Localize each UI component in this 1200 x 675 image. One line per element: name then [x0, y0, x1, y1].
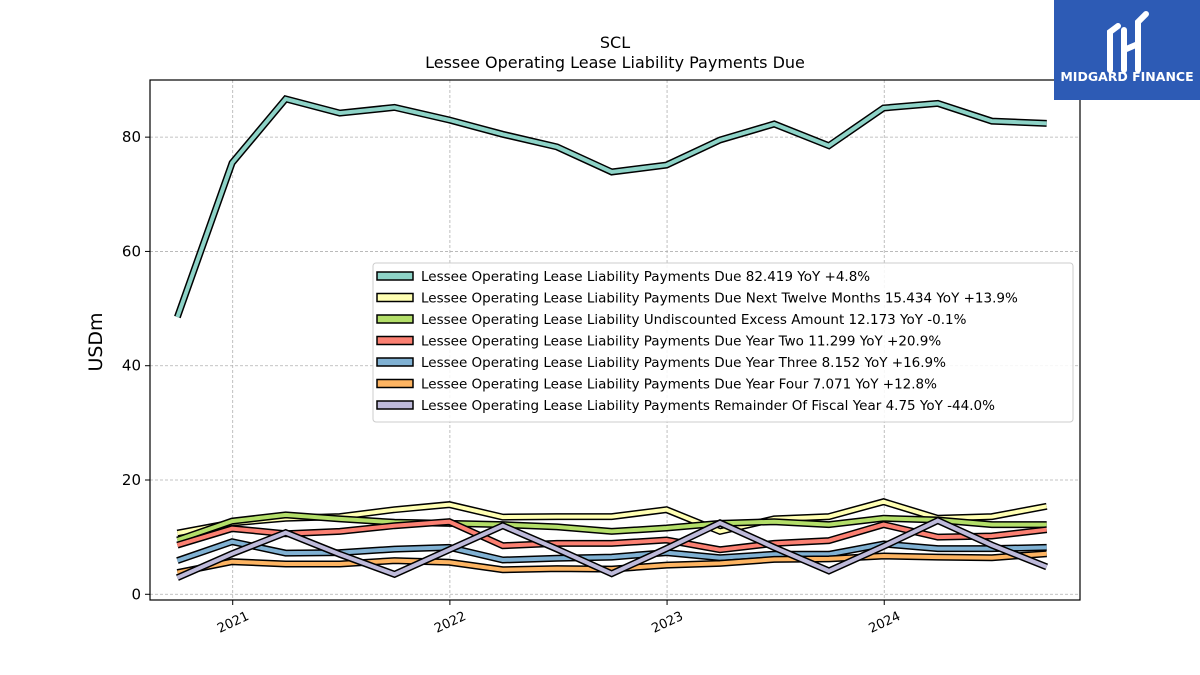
legend-item-label: Lessee Operating Lease Liability Undisco… — [421, 312, 967, 328]
series-line-7 — [175, 516, 1048, 581]
legend-item-label: Lessee Operating Lease Liability Payment… — [421, 398, 995, 414]
brand-name: MIDGARD FINANCE — [1060, 69, 1193, 84]
series-stroke — [176, 518, 1048, 580]
series-stroke — [177, 551, 1047, 575]
legend-item-label: Lessee Operating Lease Liability Payment… — [421, 377, 937, 393]
legend-swatch — [376, 314, 414, 324]
plot-frame — [149, 79, 1081, 601]
y-tick-label: 40 — [122, 357, 141, 375]
chart-subtitle: Lessee Operating Lease Liability Payment… — [425, 53, 805, 72]
y-tick-label: 20 — [122, 471, 141, 489]
y-tick-label: 60 — [122, 242, 141, 260]
y-axis-label: USDm — [85, 312, 107, 371]
legend: Lessee Operating Lease Liability Payment… — [372, 262, 1074, 423]
x-tick-label: 2022 — [432, 609, 468, 637]
legend-item-label: Lessee Operating Lease Liability Payment… — [421, 334, 941, 350]
legend-swatch — [376, 271, 414, 281]
legend-item-label: Lessee Operating Lease Liability Payment… — [421, 355, 946, 371]
legend-swatch — [376, 378, 414, 389]
series-stroke — [176, 512, 1047, 542]
chart-title: SCL — [600, 33, 630, 52]
legend-box — [372, 262, 1074, 423]
x-tick-label: 2023 — [649, 609, 685, 637]
y-tick-label: 80 — [122, 128, 141, 146]
series-lines — [174, 94, 1048, 581]
series-stroke — [176, 519, 1047, 552]
x-tick-label: 2021 — [215, 609, 251, 637]
series-line-5 — [176, 538, 1047, 564]
series-line-4 — [176, 518, 1048, 554]
legend-swatch — [376, 335, 414, 346]
brand-logo: MIDGARD FINANCE — [1054, 0, 1200, 100]
legend-item-label: Lessee Operating Lease Liability Payment… — [421, 291, 1018, 307]
series-line-1 — [174, 94, 1047, 319]
series-line-3 — [176, 511, 1047, 544]
legend-swatch — [376, 400, 414, 410]
legend-swatch — [376, 357, 414, 367]
y-tick-label: 0 — [131, 585, 141, 603]
series-stroke — [176, 539, 1047, 563]
legend-item-label: Lessee Operating Lease Liability Payment… — [421, 269, 870, 285]
x-tick-label: 2024 — [867, 609, 903, 637]
series-stroke — [175, 96, 1047, 318]
series-line-6 — [176, 550, 1047, 577]
logo-mark-icon — [1107, 11, 1149, 73]
legend-swatch — [376, 292, 414, 303]
